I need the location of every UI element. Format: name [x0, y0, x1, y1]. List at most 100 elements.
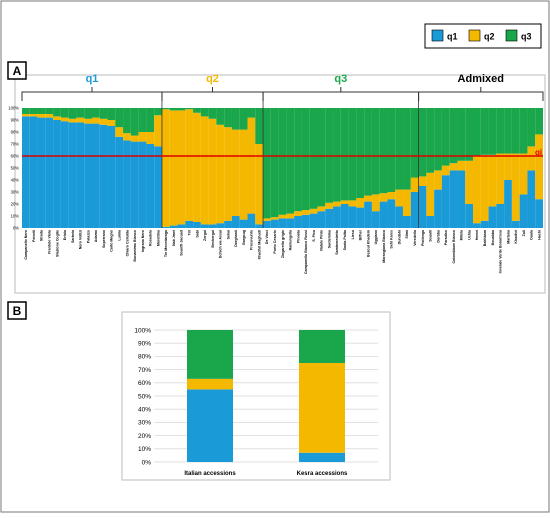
- bar-segment: [426, 108, 435, 173]
- bar-segment: [68, 122, 77, 228]
- bar-segment: [130, 135, 139, 142]
- bar-segment: [364, 108, 372, 196]
- y-tick-label: 50%: [138, 393, 151, 400]
- bar-segment: [449, 170, 458, 228]
- bar-segment: [418, 176, 427, 186]
- x-tick-label: Slimi: [405, 230, 409, 239]
- bar-segment: [465, 160, 474, 204]
- bar-segment: [348, 108, 357, 201]
- bar-segment: [441, 108, 450, 166]
- bar-segment: [99, 118, 108, 125]
- bar-segment: [395, 206, 404, 228]
- bar-segment: [465, 108, 474, 161]
- y-tick-label: 30%: [11, 189, 20, 194]
- bar-segment: [504, 108, 512, 154]
- legend-label: q2: [484, 32, 495, 42]
- bar-segment: [480, 108, 489, 155]
- threshold-label: qi: [535, 148, 542, 157]
- bar-segment: [325, 202, 334, 209]
- bar-segment: [496, 108, 505, 154]
- y-tick-label: 80%: [138, 354, 151, 361]
- bar-segment: [457, 160, 466, 171]
- y-tick-label: 90%: [11, 117, 20, 122]
- panel-b-box: [7, 301, 27, 320]
- bar-segment: [519, 153, 528, 195]
- bar-segment: [224, 220, 232, 228]
- x-tick-label: Veredella: [413, 229, 417, 246]
- x-tick-label: Natale Pinto: [320, 229, 324, 251]
- y-tick-label: 40%: [138, 406, 151, 413]
- bar-segment: [504, 153, 512, 180]
- bar-segment: [263, 220, 271, 228]
- y-tick-label: 80%: [11, 129, 20, 134]
- x-tick-label: Italian accessions: [184, 471, 236, 477]
- bar-segment: [84, 123, 92, 228]
- bar-segment: [309, 208, 318, 214]
- bar-segment: [208, 224, 217, 228]
- bar-segment: [91, 117, 100, 124]
- bar-segment: [247, 108, 256, 118]
- bar-segment: [99, 124, 108, 228]
- bar-segment: [410, 177, 419, 192]
- bar-segment: [535, 108, 543, 135]
- bar-segment: [115, 136, 124, 228]
- bar-segment: [68, 108, 77, 119]
- bar-segment: [449, 163, 458, 171]
- x-tick-label: Dorghanii: [234, 230, 238, 247]
- bar-segment: [231, 216, 240, 228]
- bar-segment: [187, 378, 233, 390]
- bar-segment: [161, 109, 170, 227]
- bar-segment: [403, 216, 411, 228]
- bar-segment: [379, 193, 388, 202]
- bar-segment: [278, 108, 287, 215]
- panel-b-frame: [121, 311, 391, 481]
- x-tick-label: Ouala: [530, 229, 534, 240]
- bar-segment: [53, 108, 61, 117]
- bar-segment: [333, 108, 341, 202]
- x-tick-label: Zingarello grigio: [281, 229, 285, 258]
- bar-segment: [60, 121, 69, 228]
- bar-segment: [473, 108, 481, 156]
- y-tick-label: 40%: [11, 177, 20, 182]
- y-tick-label: 20%: [11, 201, 20, 206]
- bar-segment: [294, 216, 302, 228]
- bar-segment: [154, 115, 162, 147]
- legend-label: q1: [447, 32, 458, 42]
- bar-segment: [379, 201, 388, 228]
- bar-segment: [193, 112, 201, 222]
- y-tick-label: 20%: [138, 433, 151, 440]
- x-tick-label: Procovunto: [250, 229, 254, 250]
- x-tick-label: Stazione Coglio: [55, 229, 59, 257]
- bar-segment: [270, 108, 279, 218]
- bar-segment: [286, 108, 295, 214]
- bar-segment: [449, 108, 458, 164]
- bar-segment: [371, 194, 380, 212]
- x-tick-label: Strada: [40, 229, 44, 241]
- bar-segment: [161, 108, 170, 110]
- bar-segment: [496, 153, 505, 204]
- legend-swatch: [431, 29, 444, 42]
- y-tick-label: 30%: [138, 420, 151, 427]
- x-tick-label: Lumia: [118, 229, 122, 241]
- bar-segment: [395, 108, 404, 190]
- bar-segment: [348, 206, 357, 228]
- x-tick-label: Bezoul Khadem: [366, 230, 370, 257]
- x-tick-label: Tiri: [187, 230, 191, 236]
- x-tick-label: Sabi: [195, 230, 199, 238]
- bar-segment: [488, 154, 497, 207]
- bar-segment: [504, 180, 512, 228]
- bar-segment: [169, 108, 178, 111]
- bar-segment: [45, 108, 54, 114]
- bar-segment: [480, 220, 489, 228]
- bar-segment: [53, 120, 61, 228]
- y-tick-label: 0%: [142, 459, 152, 466]
- bar-segment: [403, 189, 411, 216]
- bar-segment: [387, 108, 396, 192]
- bar-segment: [286, 218, 295, 228]
- x-tick-label: Bouabba: [491, 229, 495, 245]
- x-tick-label: Ramungella: [289, 229, 293, 250]
- bar-segment: [340, 108, 349, 201]
- bar-segment: [488, 206, 497, 228]
- bar-segment: [247, 117, 256, 214]
